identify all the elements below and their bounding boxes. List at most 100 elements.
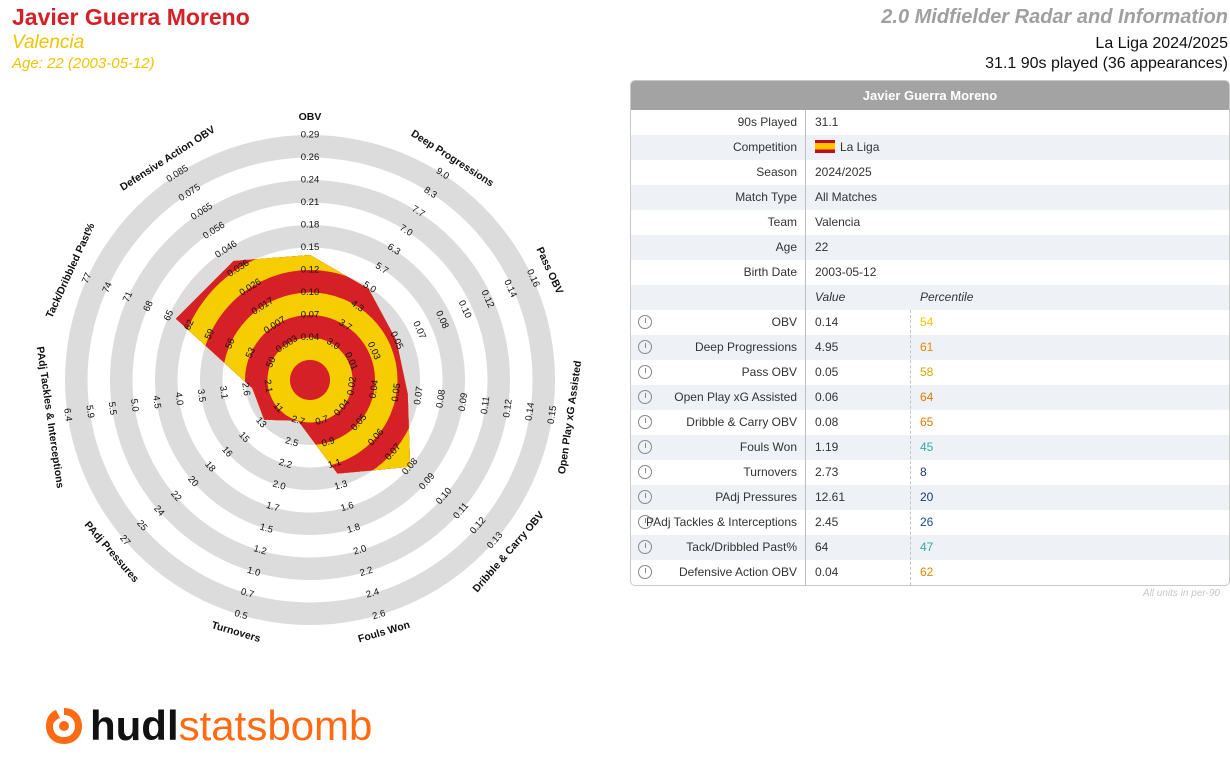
metric-header-row: Value Percentile: [631, 285, 1229, 310]
tick-label: 1.6: [339, 500, 355, 514]
tick-label: 0.7: [314, 414, 330, 428]
metric-label: Deep Progressions: [694, 340, 797, 354]
tick-label: 0.24: [301, 175, 320, 186]
metric-value: 2.45: [815, 515, 839, 529]
info-row: Team Valencia: [631, 210, 1229, 235]
info-value: La Liga: [815, 135, 879, 160]
tick-label: 0.09: [457, 392, 471, 412]
radar-title: 2.0 Midfielder Radar and Information: [881, 6, 1228, 28]
tick-label: 0.02: [345, 376, 359, 396]
panel-title: Javier Guerra Moreno: [631, 81, 1229, 110]
gauge-icon: [638, 390, 652, 404]
tick-label: 0.7: [239, 586, 255, 600]
tick-label: 1.3: [333, 478, 349, 492]
info-value: 2024/2025: [815, 165, 872, 179]
metric-value: 1.19: [815, 440, 839, 454]
metric-value: 2.73: [815, 465, 839, 479]
logo-statsbomb: statsbomb: [178, 702, 373, 749]
tick-label: 77: [80, 271, 94, 285]
tick-label: 1.5: [258, 522, 274, 536]
info-row: 90s Played 31.1: [631, 110, 1229, 135]
tick-label: 56: [223, 337, 237, 351]
tick-label: 4.5: [150, 395, 163, 410]
info-label: Competition: [732, 140, 797, 154]
tick-label: 0.12: [301, 265, 320, 276]
info-value: 31.1: [815, 115, 839, 129]
axis-label: Turnovers: [210, 619, 262, 645]
radar-center: [290, 360, 330, 400]
tick-label: 0.12: [501, 399, 515, 419]
gauge-icon: [638, 415, 652, 429]
statsbomb-icon: [46, 708, 82, 744]
tick-label: 0.29: [301, 130, 320, 141]
tick-label: 2.6: [239, 382, 252, 397]
metric-row: Tack/Dribbled Past% 64 47: [631, 535, 1229, 560]
metric-percentile: 47: [920, 540, 934, 554]
axis-label: Pass OBV: [534, 245, 566, 296]
tick-label: 0.04: [368, 379, 382, 399]
info-row: Age 22: [631, 235, 1229, 260]
metric-row: OBV 0.14 54: [631, 310, 1229, 335]
metric-label: Open Play xG Assisted: [674, 390, 797, 404]
metric-row: PAdj Tackles & Interceptions 2.45 26: [631, 510, 1229, 535]
tick-label: 59: [203, 327, 217, 341]
tick-label: 0.26: [301, 152, 320, 163]
tick-label: 71: [121, 290, 135, 304]
gauge-icon: [638, 315, 652, 329]
gauge-icon: [638, 565, 652, 579]
tick-label: 2.4: [365, 586, 381, 600]
gauge-icon: [638, 340, 652, 354]
percentile-header: Percentile: [920, 290, 974, 304]
tick-label: 1.2: [252, 543, 268, 557]
metric-percentile: 62: [920, 565, 934, 579]
competition-season: La Liga 2024/2025: [1095, 35, 1228, 52]
tick-label: 0.10: [301, 287, 320, 298]
tick-label: 68: [141, 299, 155, 313]
info-row: Season 2024/2025: [631, 160, 1229, 185]
metric-row: Fouls Won 1.19 45: [631, 435, 1229, 460]
info-row: Competition La Liga: [631, 135, 1229, 160]
info-label: Season: [756, 165, 797, 179]
metric-label: Dribble & Carry OBV: [686, 415, 797, 429]
tick-label: 0.05: [390, 383, 404, 403]
gauge-icon: [638, 515, 652, 529]
metric-label: PAdj Tackles & Interceptions: [646, 515, 797, 529]
info-label: Match Type: [735, 190, 797, 204]
metric-percentile: 8: [920, 465, 927, 479]
metric-label: Tack/Dribbled Past%: [686, 540, 797, 554]
metric-label: Defensive Action OBV: [678, 565, 797, 579]
radar-chart: 0.04 0.07 0.10 0.12 0.15 0.18 0.21 0.24 0.26 0.29…: [34, 111, 584, 646]
tick-label: 5.0: [128, 398, 141, 413]
gauge-icon: [638, 440, 652, 454]
metric-label: OBV: [771, 315, 797, 329]
axis-label: Fouls Won: [357, 619, 412, 646]
tick-label: 2.7: [290, 414, 306, 428]
info-value: 2003-05-12: [815, 265, 877, 279]
tick-label: 2.2: [358, 565, 374, 579]
tick-label: 2.2: [277, 457, 293, 471]
tick-label: 3.5: [195, 388, 208, 403]
metric-label: Turnovers: [743, 465, 797, 479]
metric-row: Dribble & Carry OBV 0.08 65: [631, 410, 1229, 435]
tick-label: 53: [244, 346, 258, 360]
player-age: Age: 22 (2003-05-12): [12, 55, 155, 72]
metric-row: Open Play xG Assisted 0.06 64: [631, 385, 1229, 410]
value-header: Value: [815, 290, 846, 304]
tick-label: 2.5: [284, 435, 300, 449]
metric-label: PAdj Pressures: [715, 490, 797, 504]
tick-label: 4.0: [172, 392, 185, 407]
metric-value: 64: [815, 540, 829, 554]
player-name: Javier Guerra Moreno: [12, 4, 250, 30]
tick-label: 0.04: [301, 332, 320, 343]
metric-percentile: 65: [920, 415, 934, 429]
metric-percentile: 64: [920, 390, 934, 404]
metric-percentile: 20: [920, 490, 934, 504]
metric-row: Deep Progressions 4.95 61: [631, 335, 1229, 360]
tick-label: 6.4: [61, 408, 74, 423]
info-panel: Javier Guerra Moreno 90s Played 31.1 Compe…: [630, 80, 1230, 586]
units-footnote: All units in per-90: [1142, 588, 1220, 599]
gauge-icon: [638, 365, 652, 379]
tick-label: 50: [264, 355, 278, 369]
tick-label: 2.0: [271, 478, 287, 492]
tick-label: 1.0: [246, 565, 262, 579]
